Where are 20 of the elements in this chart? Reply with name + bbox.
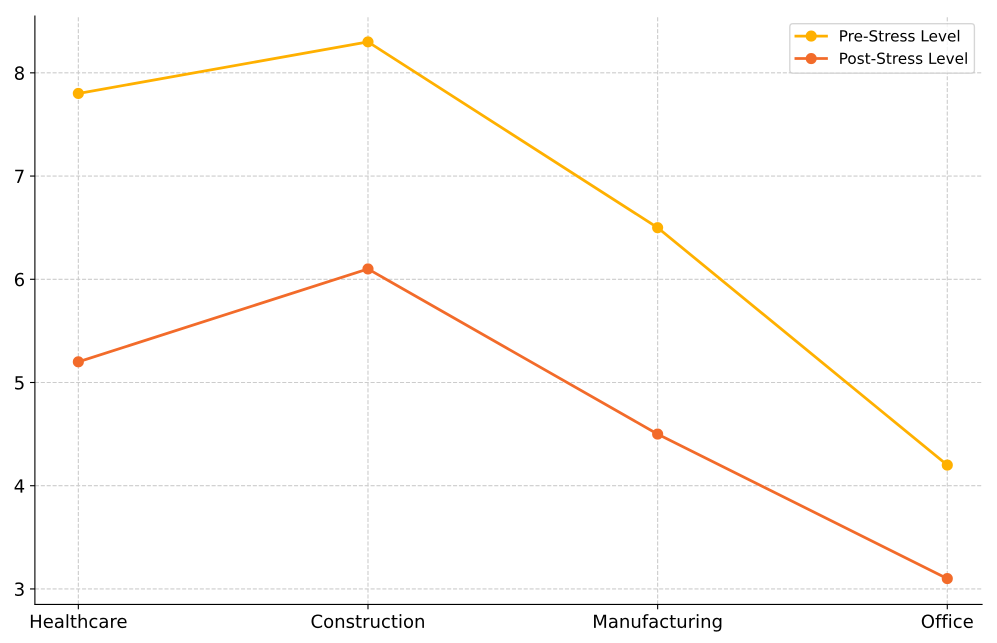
y-tick-label: 3: [15, 582, 24, 596]
point: [652, 428, 664, 440]
legend-label: Post-Stress Level: [840, 52, 967, 64]
legend-label: Pre-Stress Level: [840, 30, 960, 42]
y-tick-label: 8: [14, 66, 24, 80]
point: [72, 356, 84, 368]
y-tick-label: 4: [14, 479, 24, 493]
x-tick-label: Manufacturing: [594, 614, 722, 632]
point: [72, 88, 84, 100]
point: [362, 36, 374, 48]
y-tick-label: 5: [15, 376, 24, 390]
x-tick-label: Healthcare: [30, 614, 127, 628]
point: [942, 460, 953, 471]
point: [942, 573, 953, 584]
y-tick-label: 7: [15, 170, 24, 183]
point: [362, 263, 374, 275]
y-tick-label: 6: [14, 272, 24, 286]
x-tick-label: Office: [922, 614, 973, 628]
x-tick-label: Construction: [312, 614, 424, 628]
point: [652, 222, 664, 234]
